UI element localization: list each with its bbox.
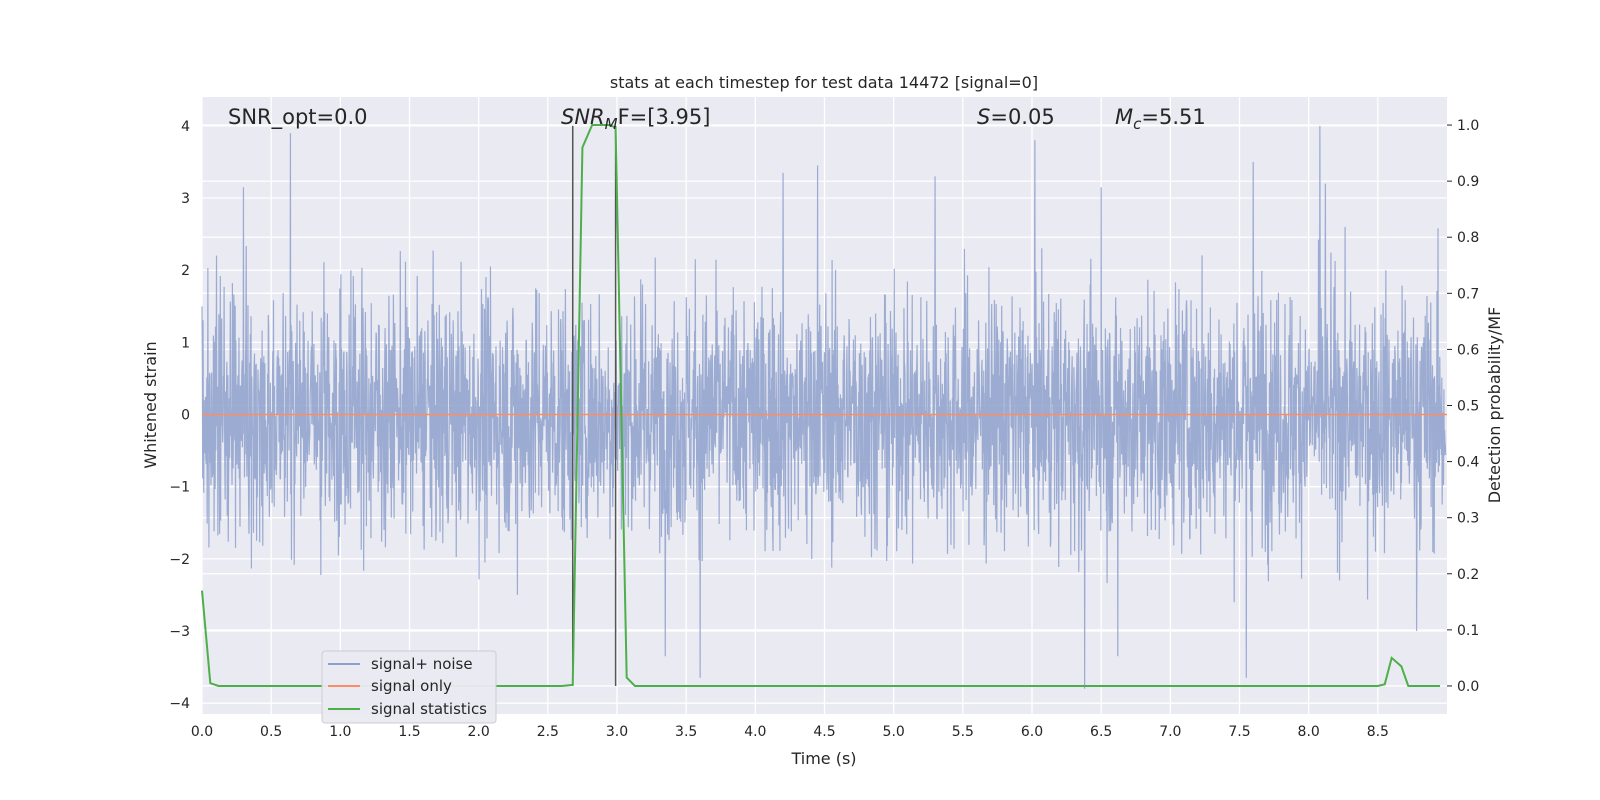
- annotation-snr-mf-sub: M: [605, 115, 618, 133]
- x-axis-label: Time (s): [790, 749, 856, 768]
- right-tick-label: 0.5: [1457, 399, 1479, 415]
- x-tick-label: 8.5: [1367, 724, 1389, 740]
- annotation-s-rest: =0.05: [990, 105, 1054, 129]
- annotation-mc: Mc=5.51: [1115, 105, 1206, 133]
- legend-label-signal-statistics: signal statistics: [371, 700, 487, 718]
- right-tick-label: 0.8: [1457, 230, 1479, 246]
- signal-noise-line: [201, 125, 1447, 689]
- x-axis-ticks: 0.0 0.5 1.0 1.5 2.0 2.5 3.0 3.5 4.0 4.5 5.0 5.5 6.0 6…: [191, 724, 1389, 740]
- right-tick-label: 0.4: [1457, 455, 1479, 471]
- x-tick-label: 7.0: [1159, 724, 1181, 740]
- x-tick-label: 3.0: [606, 724, 628, 740]
- annotation-snr-mf: SNRMF=[3.95]: [561, 105, 710, 133]
- right-axis-ticks: 1.0 0.9 0.8 0.7 0.6 0.5 0.4 0.3 0.2 0.1 0.0: [1447, 118, 1479, 695]
- x-tick-label: 7.5: [1228, 724, 1250, 740]
- annotation-snr-opt: SNR_opt=0.0: [228, 105, 368, 130]
- annotation-mc-base: M: [1115, 105, 1133, 129]
- x-tick-label: 2.5: [537, 724, 559, 740]
- x-tick-label: 3.5: [675, 724, 697, 740]
- x-tick-label: 0.5: [260, 724, 282, 740]
- legend-box: [321, 650, 497, 724]
- x-tick-label: 5.5: [952, 724, 974, 740]
- y-tick-label: −4: [169, 696, 190, 712]
- annotation-s: S=0.05: [977, 105, 1055, 129]
- x-tick-label: 5.0: [883, 724, 905, 740]
- annotation-snr-mf-rest: F=[3.95]: [618, 105, 711, 129]
- right-tick-label: 0.9: [1457, 174, 1479, 190]
- x-tick-label: 2.0: [468, 724, 490, 740]
- chart-title: stats at each timestep for test data 144…: [610, 73, 1038, 92]
- y-tick-label: 3: [181, 191, 190, 207]
- x-tick-label: 1.5: [398, 724, 420, 740]
- signal-noise-series: [201, 125, 1447, 689]
- signal-statistics-series: [201, 124, 1441, 687]
- right-tick-label: 0.0: [1457, 679, 1479, 695]
- right-tick-label: 0.7: [1457, 286, 1479, 302]
- right-tick-label: 0.1: [1457, 623, 1479, 639]
- annotation-s-base: S: [977, 105, 990, 129]
- y-tick-label: −3: [169, 624, 190, 640]
- right-tick-label: 0.6: [1457, 342, 1479, 358]
- annotation-mc-rest: =5.51: [1141, 105, 1205, 129]
- x-tick-label: 0.0: [191, 724, 213, 740]
- legend-label-signal-only: signal only: [371, 677, 452, 695]
- y-tick-label: 0: [181, 408, 190, 424]
- right-axis-label: Detection probability/MF: [1485, 307, 1504, 504]
- right-tick-label: 1.0: [1457, 118, 1479, 134]
- legend-label-signal-noise: signal+ noise: [371, 655, 473, 673]
- x-tick-label: 1.0: [329, 724, 351, 740]
- y-tick-label: 4: [181, 119, 190, 135]
- y-tick-label: 1: [181, 335, 190, 351]
- x-tick-label: 6.5: [1090, 724, 1112, 740]
- x-tick-label: 4.5: [813, 724, 835, 740]
- annotation-mc-sub: c: [1133, 115, 1142, 133]
- x-tick-label: 6.0: [1021, 724, 1043, 740]
- y-tick-label: −1: [169, 480, 190, 496]
- x-tick-label: 8.0: [1298, 724, 1320, 740]
- right-tick-label: 0.3: [1457, 511, 1479, 527]
- y-tick-label: −2: [169, 552, 190, 568]
- annotation-snr-mf-base: SNR: [561, 105, 605, 129]
- right-tick-label: 0.2: [1457, 567, 1479, 583]
- y-axis-label: Whitened strain: [141, 341, 160, 468]
- signal-statistics-line: [201, 124, 1441, 687]
- y-axis-ticks: 4 3 2 1 0 −1 −2 −3 −4: [169, 119, 190, 712]
- vertical-markers: [571, 125, 617, 686]
- legend: signal+ noise signal only signal statist…: [321, 650, 497, 724]
- y-tick-label: 2: [181, 263, 190, 279]
- x-tick-label: 4.0: [744, 724, 766, 740]
